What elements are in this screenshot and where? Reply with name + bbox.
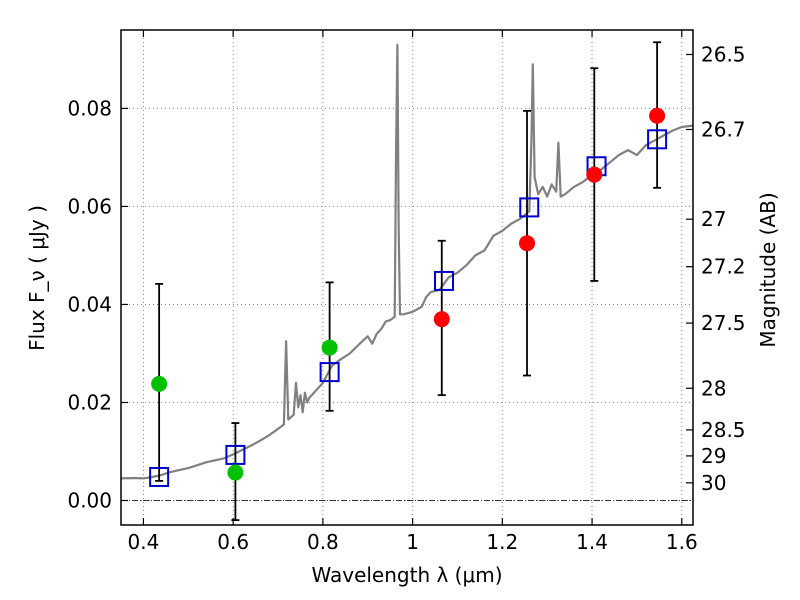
x-tick-label: 0.6 [217, 530, 249, 554]
y-tick-label: 0.04 [67, 292, 112, 316]
right-tick-label: 30 [701, 471, 726, 495]
plot-frame [120, 29, 694, 526]
right-tick-label: 29 [701, 444, 726, 468]
right-tick-label: 27 [701, 207, 726, 231]
model-square [519, 197, 540, 218]
x-tick-label: 0.4 [128, 530, 160, 554]
y-tick-label: 0.08 [67, 96, 112, 120]
spectrum-series [120, 43, 694, 480]
other-point [227, 464, 244, 481]
y-tick-label: 0.02 [67, 390, 112, 414]
right-axis-ticks: 26.5 26.7 27 27.2 27.5 28 28.529 30 [686, 43, 746, 495]
model-square [149, 466, 170, 487]
model-square [319, 362, 340, 383]
other-point [151, 375, 168, 392]
right-tick-label: 26.5 [701, 43, 746, 67]
x-axis-ticks: 0.4 0.6 0.8 1 1.2 1.4 1.6 [128, 30, 698, 554]
right-tick-label: 27.5 [701, 311, 746, 335]
x-tick-label: 0.8 [307, 530, 339, 554]
y-axis-title: Flux F_ν ( μJy ) [25, 205, 49, 351]
right-tick-label: 26.7 [701, 117, 746, 141]
model-square [434, 270, 455, 291]
plot-background [121, 30, 693, 525]
model-square [647, 129, 668, 150]
right-tick-label: 28 [701, 376, 726, 400]
x-tick-label: 1.6 [666, 530, 698, 554]
measured-points [151, 107, 666, 481]
x-tick-label: 1 [406, 530, 419, 554]
x-tick-label: 1.2 [486, 530, 518, 554]
detected-point [649, 107, 666, 124]
x-axis-title: Wavelength λ (μm) [311, 563, 502, 587]
y-axis-ticks: 0.00 0.02 0.04 0.06 0.08 [67, 96, 128, 512]
other-point [321, 339, 338, 356]
y-tick-label: 0.00 [67, 488, 112, 512]
detected-point [519, 235, 536, 252]
y-tick-label: 0.06 [67, 194, 112, 218]
right-tick-label: 28.5 [701, 418, 746, 442]
right-tick-label: 27.2 [701, 255, 746, 279]
right-axis-title: Magnitude (AB) [756, 192, 780, 347]
detected-point [433, 311, 450, 328]
model-square [225, 444, 246, 465]
spectrum-line [120, 43, 694, 480]
x-tick-label: 1.4 [576, 530, 608, 554]
model-points [149, 129, 668, 487]
detected-point [586, 166, 603, 183]
